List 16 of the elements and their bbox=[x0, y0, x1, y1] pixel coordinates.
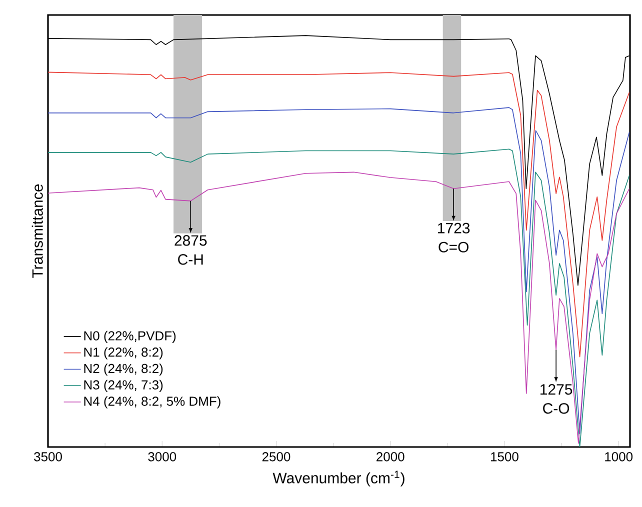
annotation: 1723 C=O bbox=[438, 222, 470, 252]
legend-label: N1 (22%, 8:2) bbox=[84, 347, 163, 360]
x-tick-label: 1000 bbox=[605, 452, 633, 462]
y-axis-title: Transmittance bbox=[32, 184, 43, 278]
legend-label: N3 (24%, 7:3) bbox=[84, 380, 163, 392]
x-tick-label: 2000 bbox=[376, 452, 404, 462]
x-tick-label: 3000 bbox=[148, 452, 176, 462]
x-axis-title: Wavenumber (cm$^{-1}$) bbox=[272, 470, 404, 486]
legend-label: N4 (24%, 8:2, 5% DMF) bbox=[84, 396, 220, 408]
x-tick-label: 1500 bbox=[490, 452, 518, 462]
annotation: 2875 C-H bbox=[174, 235, 207, 265]
annotation: 1275 C-O bbox=[540, 384, 572, 414]
x-tick-label: 2500 bbox=[262, 452, 290, 462]
x-tick-label: 3500 bbox=[34, 452, 62, 462]
legend-label: N0 (22%,PVDF) bbox=[84, 330, 176, 343]
legend-label: N2 (24%, 8:2) bbox=[84, 364, 163, 376]
